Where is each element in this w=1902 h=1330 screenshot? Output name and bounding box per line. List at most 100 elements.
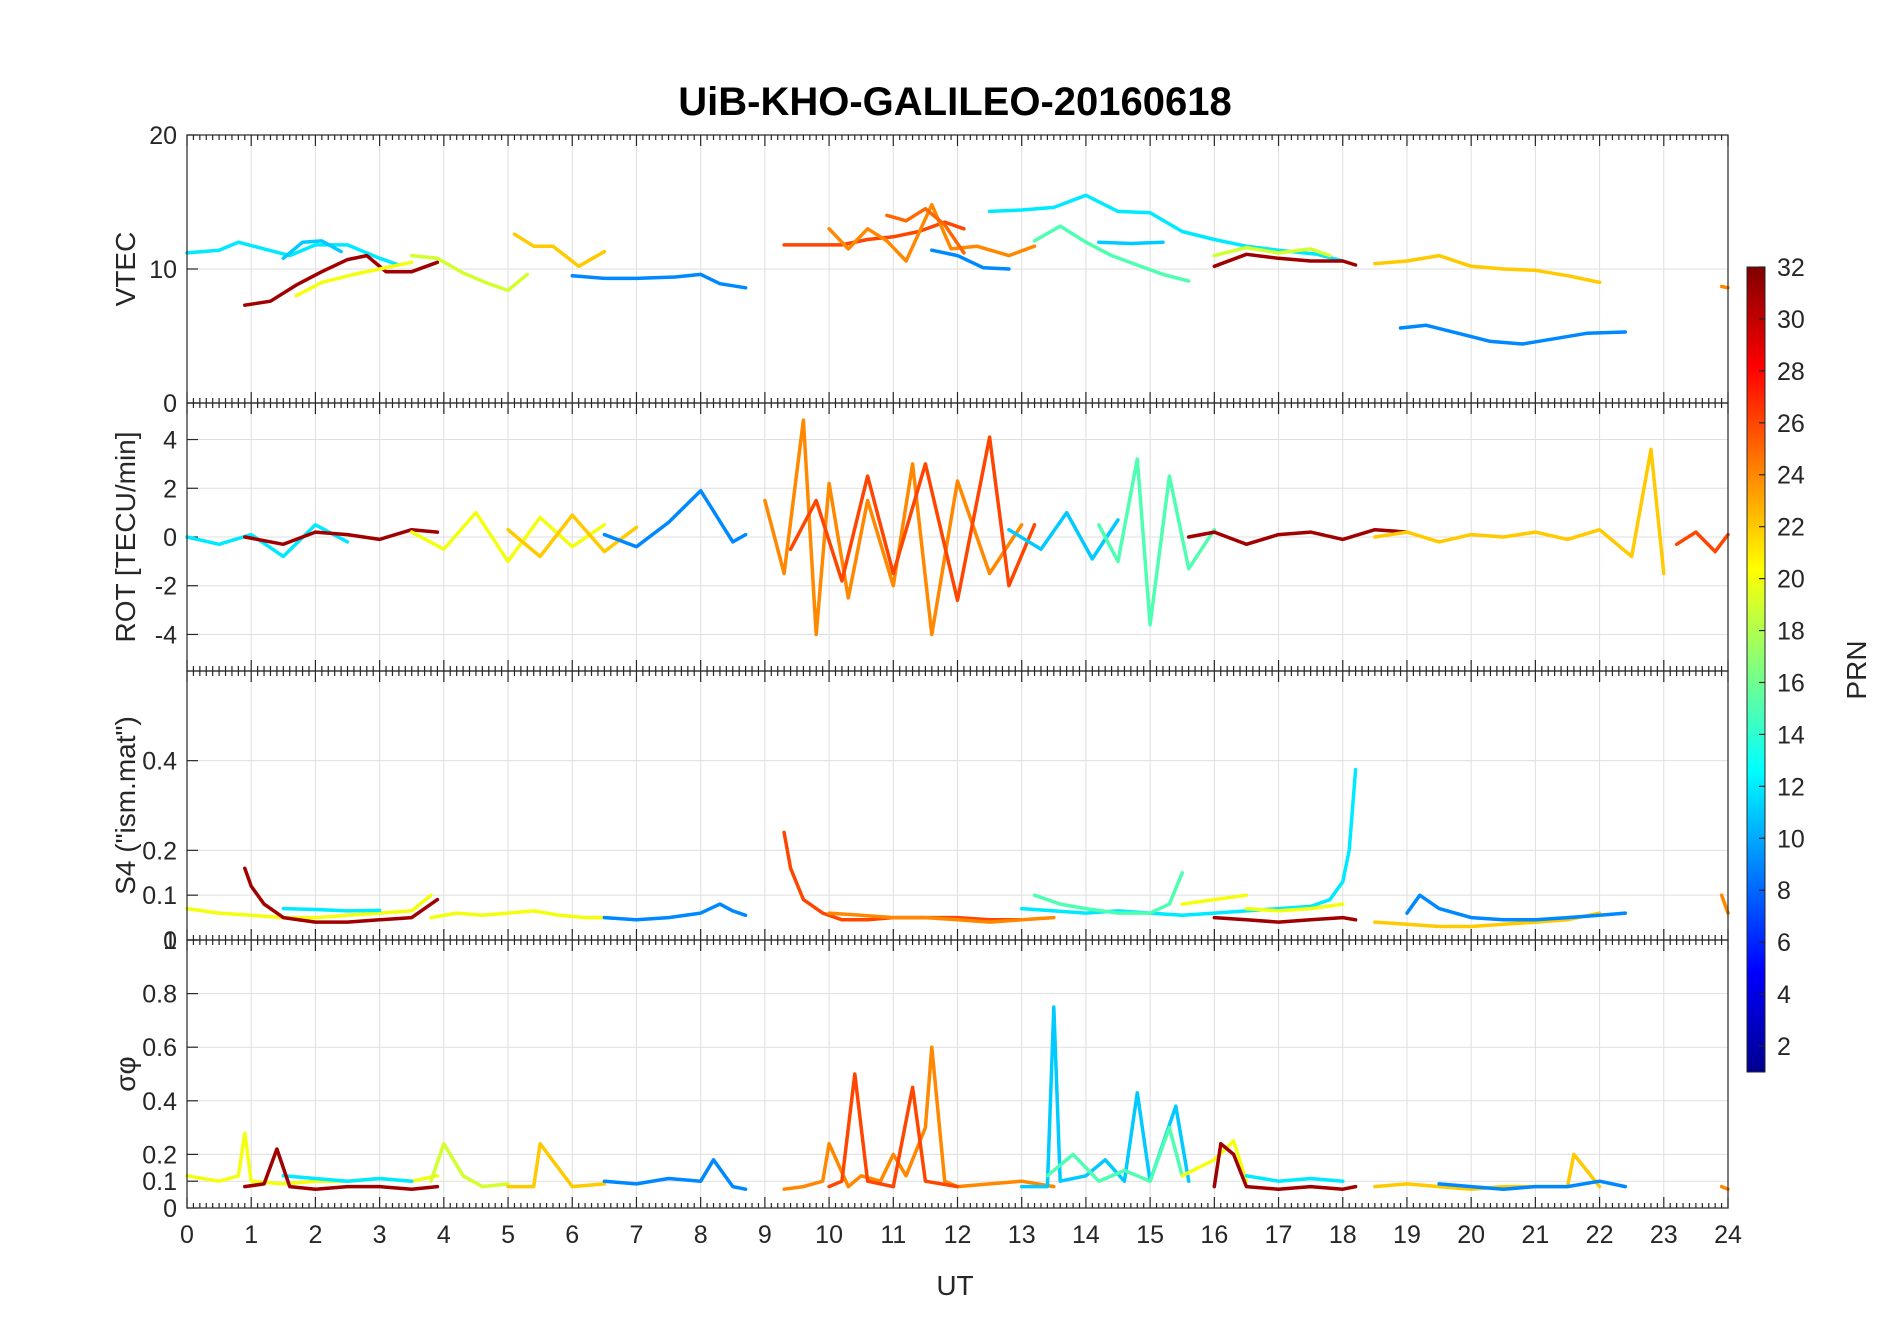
series-line-prn-20 [185,1131,440,1186]
series-line-prn-31 [243,866,440,924]
series-line-prn-20 [409,510,607,564]
series-line-prn-11 [1019,1005,1191,1189]
panel-vtec: 0 10 20 VTEC [110,122,1730,418]
series-line-prn-22 [1373,253,1602,285]
y-tick-label: -2 [155,573,177,601]
y-tick-label: 20 [149,122,177,150]
x-tick-labels: 0 1 2 3 4 5 6 7 8 9 10 11 12 13 14 15 16 17 18 19 20 21 22 23 24 [180,1221,1742,1249]
series-line-prn-31 [243,1147,440,1191]
x-tick-label: 14 [1072,1221,1100,1249]
colorbar-tick-label: 32 [1777,254,1805,282]
series-line-prn-31 [243,253,440,307]
series-line-prn-11 [281,239,343,261]
series-line-prn-11 [1097,240,1165,246]
x-tick-label: 2 [308,1221,322,1249]
series-line-prn-15 [1032,871,1184,915]
y-axis-label: S4 ("ism.mat") [110,716,141,895]
series-line-prn-24 [782,1045,1056,1191]
series-line-prn-31 [1212,1141,1358,1191]
panel-frame [186,939,1729,1209]
series-line-prn-12 [185,240,401,267]
series-line-prn-9 [602,488,748,549]
series-line-prn-24 [763,418,1024,637]
x-tick-label: 13 [1008,1221,1036,1249]
series-line-prn-31 [1186,527,1409,547]
x-tick-label: 16 [1200,1221,1228,1249]
y-tick-label: 0 [163,927,177,955]
series-line-prn-22 [1373,1152,1602,1191]
series-line-prn-12 [1244,1174,1345,1183]
y-tick-label: 0.2 [142,837,177,865]
series-line-prn-22 [1373,447,1666,576]
colorbar-tick-label: 30 [1777,306,1805,334]
colorbar-tick-label: 12 [1777,773,1805,801]
series-line-prn-20 [1180,893,1249,906]
series-line-prn-26 [782,830,1024,922]
series-line-prn-24 [1719,1184,1730,1191]
series-line-prn-26 [788,435,1037,603]
y-tick-label: 10 [149,256,177,284]
y-tick-label: 0 [163,524,177,552]
x-tick-label: 6 [565,1221,579,1249]
y-tick-label: 0 [163,1195,177,1223]
series-line-prn-31 [1212,252,1358,269]
colorbar-tick-label: 20 [1777,566,1805,594]
colorbar-tick-label: 14 [1777,721,1805,749]
colorbar-gradient [1746,266,1766,1073]
colorbar-tick-label: 10 [1777,825,1805,853]
series-line-prn-31 [1212,915,1358,924]
colorbar-tick-label: 8 [1777,877,1791,905]
colorbar-tick-label: 22 [1777,514,1805,542]
series-line-prn-22 [506,1141,607,1189]
colorbar-tick-label: 4 [1777,981,1791,1009]
x-axis-label: UT [936,1270,973,1301]
series-line-prn-26 [827,1072,960,1189]
y-tick-label: 4 [163,427,177,455]
x-tick-label: 12 [944,1221,972,1249]
x-tick-label: 22 [1586,1221,1614,1249]
x-tick-label: 1 [244,1221,258,1249]
y-tick-label: 0 [163,390,177,418]
series-line-prn-9 [930,248,1011,271]
series-line-prn-20 [294,260,414,298]
y-tick-label: 0.1 [142,1168,177,1196]
series-line-prn-19 [429,1141,510,1189]
series-line-prn-12 [185,523,350,559]
y-tick-label: 0.8 [142,981,177,1009]
x-tick-label: 11 [880,1221,906,1249]
y-tick-label: 0.6 [142,1034,177,1062]
x-tick-label: 3 [373,1221,387,1249]
x-tick-label: 20 [1457,1221,1485,1249]
series-line-prn-15 [1045,1125,1184,1183]
x-tick-label: 21 [1521,1221,1549,1249]
y-axis-label: VTEC [110,232,141,307]
x-tick-label: 5 [501,1221,515,1249]
series-line-prn-12 [1019,767,1358,918]
y-tick-label: 0.4 [142,1088,177,1116]
series-line-prn-20 [1244,902,1345,913]
series-line-prn-11 [1007,510,1120,561]
x-tick-label: 18 [1329,1221,1357,1249]
x-tick-label: 15 [1136,1221,1164,1249]
series-line-prn-22 [1373,911,1602,929]
y-tick-label: 0.1 [142,882,177,910]
x-tick-label: 7 [630,1221,644,1249]
colorbar-tick-label: 26 [1777,410,1805,438]
panel-rot: -4 -2 0 2 4 ROT [TECU/min] [110,402,1730,672]
x-tick-label: 19 [1393,1221,1421,1249]
x-tick-label: 24 [1714,1221,1742,1249]
series-line-prn-22 [506,513,639,559]
y-tick-label: 2 [163,475,177,503]
y-axis-label: σφ [110,1056,141,1091]
series-line-prn-20 [1180,1139,1249,1183]
series-line-prn-19 [1212,245,1332,258]
x-tick-label: 23 [1650,1221,1678,1249]
chart-title: UiB-KHO-GALILEO-20160618 [678,80,1231,124]
series-line-prn-24 [827,911,1056,924]
series-line-prn-12 [281,1174,414,1183]
x-tick-label: 4 [437,1221,451,1249]
colorbar-tick-label: 24 [1777,462,1805,490]
series-line-prn-19 [409,253,530,293]
